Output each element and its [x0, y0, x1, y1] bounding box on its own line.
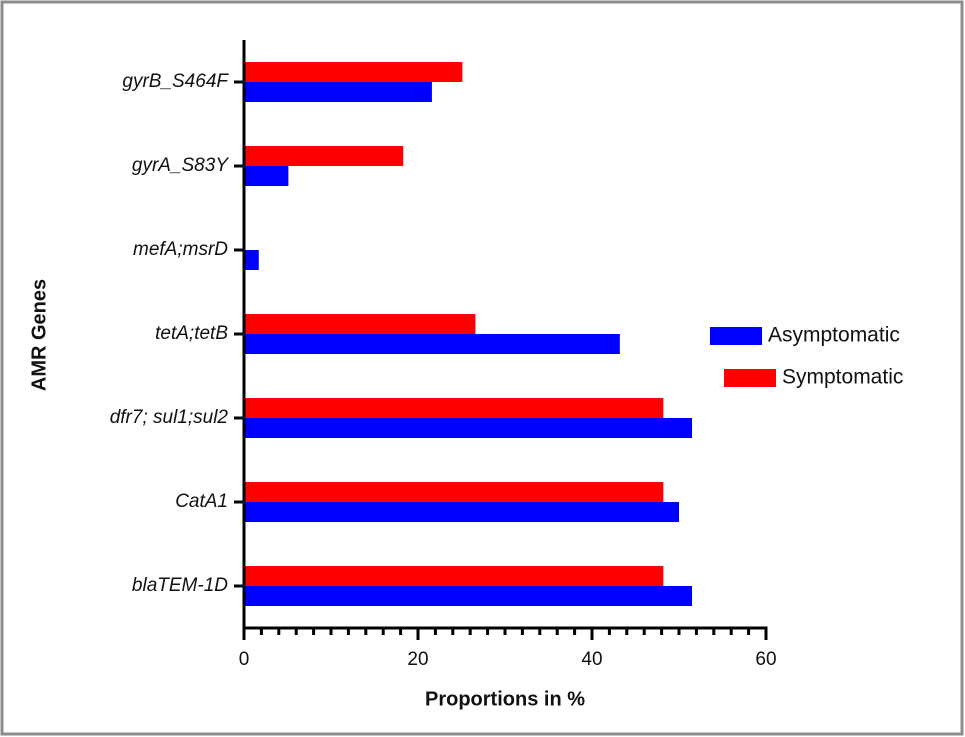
bar [244, 566, 664, 586]
x-tick-label: 20 [407, 649, 428, 670]
bar [244, 398, 664, 418]
legend-swatch [710, 327, 762, 345]
y-tick-label: gyrA_S83Y [132, 155, 229, 176]
bar [244, 482, 664, 502]
bar [244, 82, 432, 102]
bar [244, 146, 404, 166]
legend-label: Symptomatic [782, 366, 903, 389]
y-tick-label: tetA;tetB [155, 323, 228, 344]
bar [244, 166, 289, 186]
y-tick-label: dfr7; sul1;sul2 [110, 407, 229, 428]
legend-swatch [724, 369, 776, 387]
y-tick-label: gyrB_S464F [122, 71, 229, 92]
legend-label: Asymptomatic [768, 324, 900, 347]
bar [244, 62, 463, 82]
y-tick-label: CatA1 [175, 491, 228, 512]
y-axis-label: AMR Genes [28, 279, 50, 391]
bar [244, 586, 693, 606]
x-tick-label: 0 [239, 649, 250, 670]
bar [244, 502, 679, 522]
bar [244, 250, 259, 270]
bar [244, 314, 476, 334]
x-axis-label: Proportions in % [425, 688, 585, 710]
bar [244, 334, 620, 354]
x-tick-label: 40 [581, 649, 602, 670]
y-tick-label: mefA;msrD [133, 239, 228, 260]
bar [244, 418, 693, 438]
x-tick-label: 60 [755, 649, 776, 670]
y-tick-label: blaTEM-1D [132, 575, 228, 596]
